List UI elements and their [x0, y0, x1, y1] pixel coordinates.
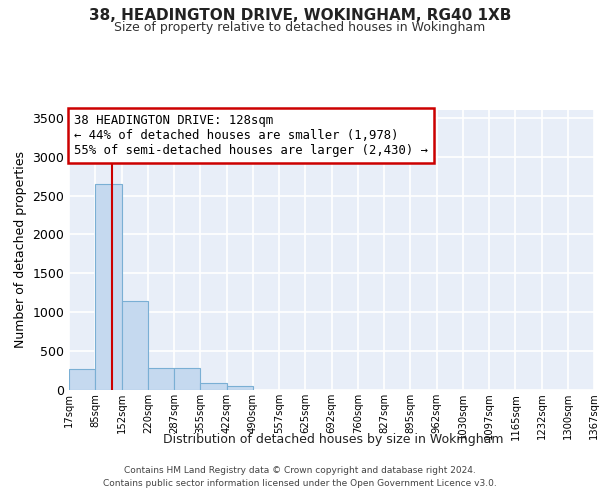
Bar	[95, 184, 121, 390]
Text: Size of property relative to detached houses in Wokingham: Size of property relative to detached ho…	[115, 21, 485, 34]
Text: Distribution of detached houses by size in Wokingham: Distribution of detached houses by size …	[163, 432, 503, 446]
Bar	[227, 386, 253, 390]
Text: 38 HEADINGTON DRIVE: 128sqm
← 44% of detached houses are smaller (1,978)
55% of : 38 HEADINGTON DRIVE: 128sqm ← 44% of det…	[74, 114, 428, 157]
Bar	[174, 368, 200, 390]
Bar	[148, 368, 174, 390]
Text: Contains HM Land Registry data © Crown copyright and database right 2024.
Contai: Contains HM Land Registry data © Crown c…	[103, 466, 497, 487]
Text: 38, HEADINGTON DRIVE, WOKINGHAM, RG40 1XB: 38, HEADINGTON DRIVE, WOKINGHAM, RG40 1X…	[89, 8, 511, 22]
Bar	[121, 302, 148, 390]
Bar	[200, 383, 227, 390]
Bar	[69, 369, 95, 390]
Y-axis label: Number of detached properties: Number of detached properties	[14, 152, 27, 348]
